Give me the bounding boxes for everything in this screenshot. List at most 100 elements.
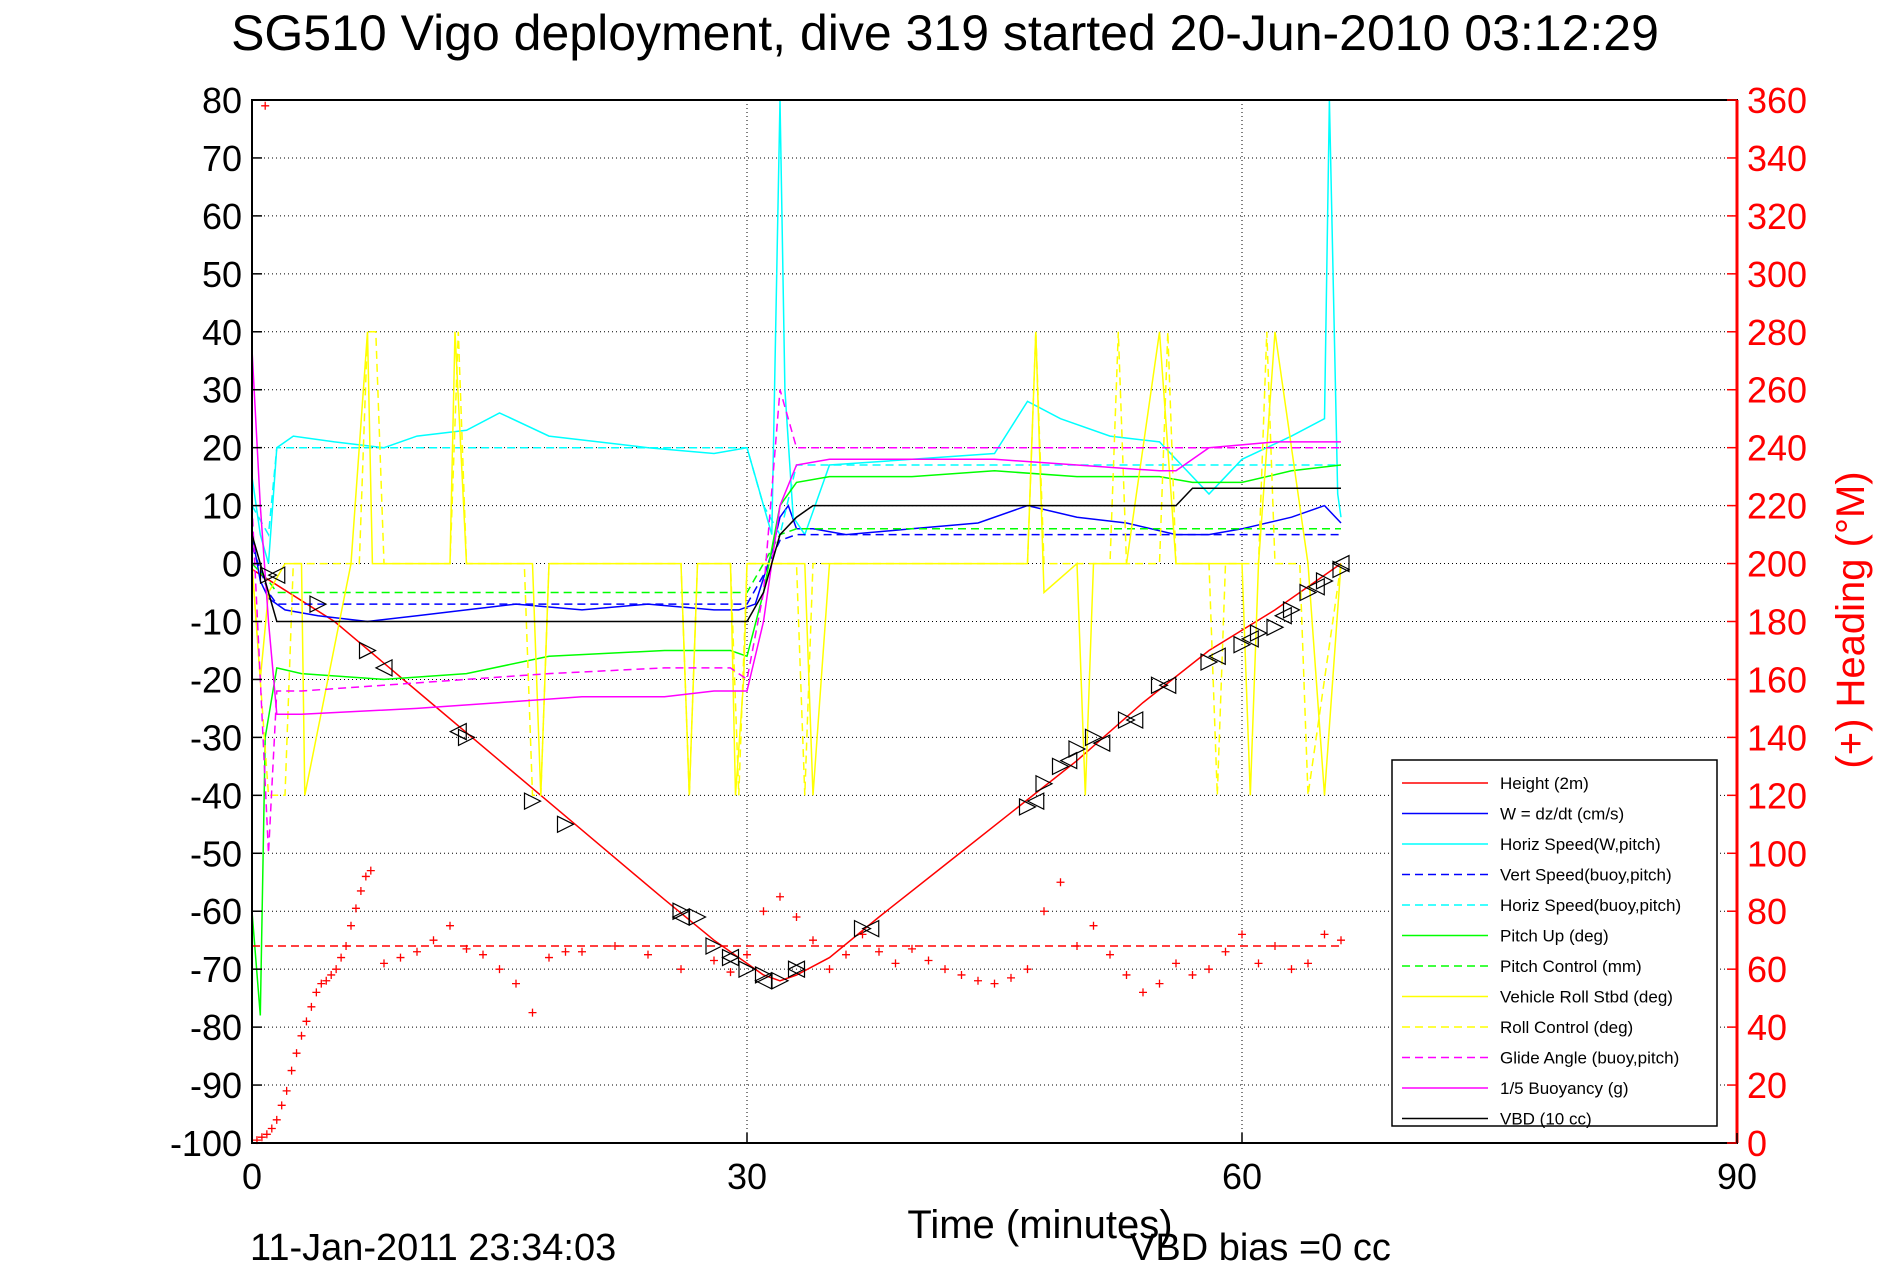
heading-point [446,921,454,930]
triangle-right-marker [1035,774,1054,793]
heading-point [974,976,982,985]
heading-point [611,941,619,950]
y2-tick-label: 360 [1747,80,1807,121]
y2-axis-label: (+) Heading (°M) [1829,471,1873,768]
y2-tick-label: 300 [1747,254,1807,295]
y2-tick-label: 60 [1747,949,1787,990]
triangle-right-marker [1200,653,1219,672]
heading-point [1221,947,1230,956]
heading-point [1040,907,1048,916]
heading-point [479,950,487,959]
heading-group [252,101,1345,1145]
y2-tick-label: 40 [1747,1007,1787,1048]
y2-tick-label: 80 [1747,891,1787,932]
series-line-5 [251,464,1342,1016]
heading-point [429,936,438,945]
heading-point [1155,979,1164,988]
heading-point [1139,988,1147,997]
y-tick-label: 0 [222,544,242,585]
x-tick-label: 60 [1222,1156,1262,1197]
heading-point [578,947,586,956]
heading-point [257,1133,266,1142]
heading-point [1254,959,1263,968]
heading-point [462,944,471,953]
legend-box [1391,759,1718,1127]
y-tick-label: -40 [190,775,242,816]
series-line-7 [251,331,1342,796]
heading-point [512,979,520,988]
heading-point [366,866,375,875]
x-tick-label: 0 [242,1156,262,1197]
triangle-right-marker [705,937,724,955]
heading-point [322,976,331,985]
triangle-left-marker [671,908,690,926]
heading-point [858,930,867,939]
y2-tick-label: 340 [1747,138,1807,179]
triangle-left-marker [754,971,773,990]
triangle-right-marker [1018,797,1037,816]
heading-point [1089,921,1098,930]
triangle-left-marker [1207,647,1226,666]
y-tick-label: -100 [170,1123,242,1164]
series-line-11 [251,487,1341,623]
heading-point [327,970,336,979]
y2-tick-label: 20 [1747,1065,1787,1106]
heading-point [337,953,346,962]
heading-point [1205,965,1213,974]
heading-point [307,1002,316,1011]
triangle-left-marker [1026,792,1045,811]
y2-tick-label: 240 [1747,428,1807,469]
heading-point [267,1124,276,1133]
heading-point [261,101,270,110]
y2-tick-label: 140 [1747,717,1807,758]
heading-point [1122,970,1131,979]
heading-point [759,907,768,916]
triangle-left-marker [1273,606,1292,625]
y-tick-label: 10 [202,486,242,527]
heading-point [990,979,999,988]
triangle-left-marker [448,722,467,741]
y-tick-label: 40 [202,312,242,353]
triangle-right-marker [1266,618,1285,637]
heading-point [361,872,370,881]
y2-tick-label: 100 [1747,833,1807,874]
triangle-right-marker [754,965,773,984]
y2-tick-label: 320 [1747,196,1807,237]
y2-tick-label: 200 [1747,544,1807,585]
triangle-right-marker [556,815,575,834]
heading-point [1188,970,1197,979]
heading-point [1172,959,1180,968]
heading-point [561,947,570,956]
heading-point [1271,941,1279,950]
triangle-left-marker [1240,629,1259,648]
triangle-left-marker [787,960,806,979]
axis-ticks: 80706050403020100-10-20-30-40-50-60-70-8… [170,80,1807,1197]
heading-point [825,965,834,974]
heading-point [287,1066,296,1075]
triangle-left-marker [861,919,880,938]
legend-label-11: VBD (10 cc) [1500,1110,1592,1129]
legend: Height (2m) W = dz/dt (cm/s) Horiz Speed(W… [1391,759,1718,1129]
heading-point [1023,965,1032,974]
triangle-right-marker [1150,676,1169,695]
y-tick-label: -60 [190,891,242,932]
heading-point [351,904,360,913]
y2-tick-label: 180 [1747,602,1807,643]
legend-label-3: Vert Speed(buoy,pitch) [1500,866,1672,885]
heading-point [396,953,405,962]
chart-title: SG510 Vigo deployment, dive 319 started … [231,5,1659,61]
heading-point [312,988,321,997]
heading-point [743,950,751,959]
heading-point [332,965,341,974]
legend-label-7: Vehicle Roll Stbd (deg) [1500,988,1673,1007]
heading-point [545,953,553,962]
heading-point [317,979,326,988]
heading-point [292,1049,301,1058]
heading-point [1073,941,1081,950]
y2-tick-label: 120 [1747,775,1807,816]
heading-point [1304,959,1312,968]
footer-vbd-bias: VBD bias =0 cc [1130,1227,1391,1262]
triangle-right-marker [1117,711,1136,729]
y2-tick-label: 280 [1747,312,1807,353]
